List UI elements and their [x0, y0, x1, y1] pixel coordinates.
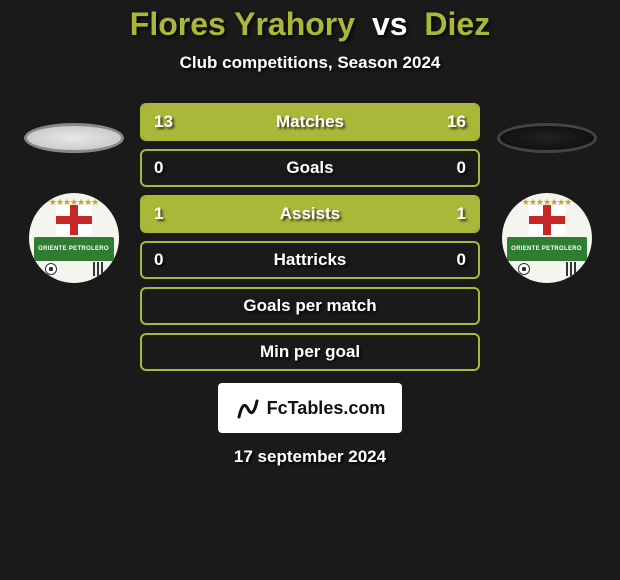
stat-bar: Min per goal — [140, 333, 480, 371]
badge-bottom-icons — [39, 262, 109, 276]
badge-ribbon: ORIENTE PETROLERO — [507, 237, 587, 261]
date-label: 17 september 2024 — [234, 447, 386, 467]
right-side-column: ★★★★★★★ ORIENTE PETROLERO — [494, 103, 599, 283]
stat-value-left: 13 — [154, 112, 173, 132]
football-icon — [45, 263, 57, 275]
fctables-logo-icon — [235, 395, 261, 421]
badge-flag-icon — [529, 205, 565, 235]
watermark-badge: FcTables.com — [218, 383, 402, 433]
player-1-name: Flores Yrahory — [130, 6, 355, 42]
player-2-name: Diez — [424, 6, 490, 42]
stat-value-left: 0 — [154, 158, 163, 178]
subtitle: Club competitions, Season 2024 — [180, 53, 441, 73]
badge-flag-icon — [56, 205, 92, 235]
stat-value-right: 0 — [457, 158, 466, 178]
stat-bar: Goals per match — [140, 287, 480, 325]
stat-bar: 0 Hattricks 0 — [140, 241, 480, 279]
stat-bar: 13 Matches 16 — [140, 103, 480, 141]
oil-tower-icon — [566, 262, 576, 276]
vs-separator: vs — [372, 6, 408, 42]
main-row: ★★★★★★★ ORIENTE PETROLERO 13 Matches 16 0 Go… — [0, 103, 620, 371]
stat-bar: 0 Goals 0 — [140, 149, 480, 187]
stat-label: Hattricks — [274, 250, 347, 270]
stat-value-right: 16 — [447, 112, 466, 132]
stat-bar: 1 Assists 1 — [140, 195, 480, 233]
badge-bottom-icons — [512, 262, 582, 276]
stat-label: Min per goal — [260, 342, 360, 362]
player-1-photo-placeholder — [24, 123, 124, 153]
stat-label: Assists — [280, 204, 340, 224]
page-title: Flores Yrahory vs Diez — [130, 6, 490, 43]
player-1-club-badge: ★★★★★★★ ORIENTE PETROLERO — [29, 193, 119, 283]
comparison-card: Flores Yrahory vs Diez Club competitions… — [0, 0, 620, 580]
badge-ribbon: ORIENTE PETROLERO — [34, 237, 114, 261]
stat-label: Goals per match — [243, 296, 376, 316]
stat-label: Matches — [276, 112, 344, 132]
stat-value-right: 0 — [457, 250, 466, 270]
stat-label: Goals — [286, 158, 333, 178]
stat-value-right: 1 — [457, 204, 466, 224]
stats-column: 13 Matches 16 0 Goals 0 1 Assists 1 0 Hattricks 0 Go… — [140, 103, 480, 371]
stat-value-left: 0 — [154, 250, 163, 270]
football-icon — [518, 263, 530, 275]
oil-tower-icon — [93, 262, 103, 276]
player-2-club-badge: ★★★★★★★ ORIENTE PETROLERO — [502, 193, 592, 283]
stat-value-left: 1 — [154, 204, 163, 224]
watermark-text: FcTables.com — [267, 398, 386, 419]
left-side-column: ★★★★★★★ ORIENTE PETROLERO — [21, 103, 126, 283]
player-2-photo-placeholder — [497, 123, 597, 153]
